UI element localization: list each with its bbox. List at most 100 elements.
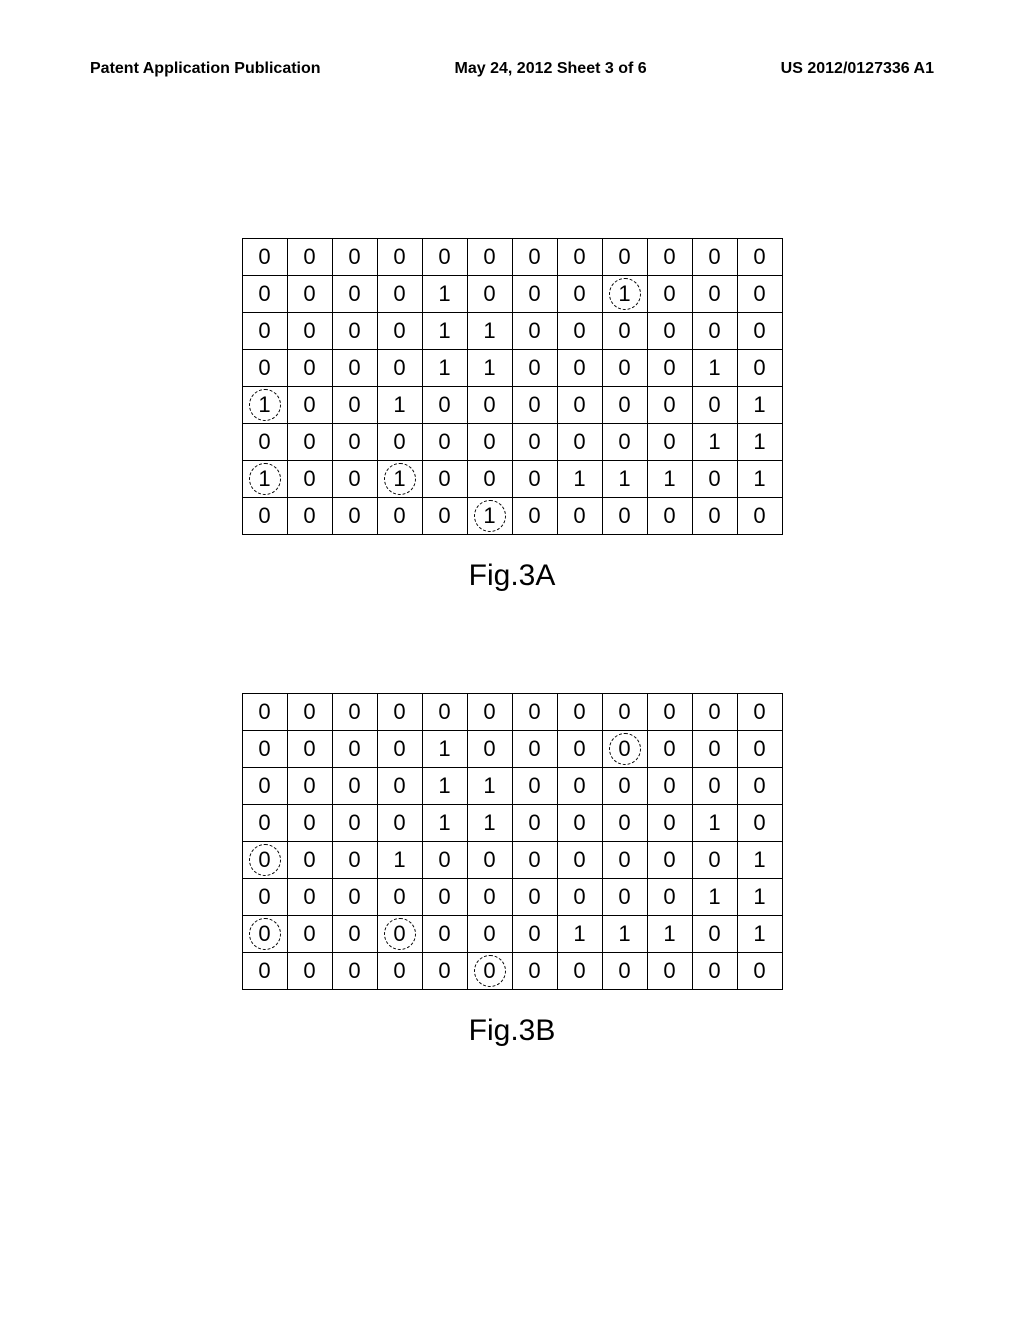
- cell-value: 1: [744, 844, 776, 876]
- cell-value: 0: [384, 278, 416, 310]
- grid-cell: 0: [377, 313, 422, 350]
- cell-value: 0: [294, 463, 326, 495]
- cell-value: 0: [609, 955, 641, 987]
- cell-value: 0: [339, 770, 371, 802]
- grid-cell: 0: [377, 731, 422, 768]
- grid-cell: 0: [287, 731, 332, 768]
- grid-cell: 0: [467, 461, 512, 498]
- cell-value: 1: [474, 315, 506, 347]
- cell-value: 0: [249, 955, 281, 987]
- cell-value: 0: [699, 955, 731, 987]
- grid-cell: 1: [692, 350, 737, 387]
- cell-value: 0: [294, 500, 326, 532]
- grid-cell: 0: [512, 424, 557, 461]
- grid-cell: 0: [242, 879, 287, 916]
- grid-cell: 0: [422, 916, 467, 953]
- grid-cell: 0: [512, 350, 557, 387]
- grid-cell: 1: [647, 461, 692, 498]
- grid-cell: 1: [467, 805, 512, 842]
- cell-value: 0: [339, 426, 371, 458]
- grid-cell: 0: [512, 805, 557, 842]
- grid-cell: 0: [647, 694, 692, 731]
- grid-cell: 0: [422, 498, 467, 535]
- cell-value: 0: [519, 426, 551, 458]
- cell-value: 0: [654, 315, 686, 347]
- grid-cell: 0: [512, 953, 557, 990]
- cell-value: 0: [339, 807, 371, 839]
- grid-cell: 0: [467, 916, 512, 953]
- cell-value: 0: [249, 500, 281, 532]
- grid-3b: 0000000000000000100000000000110000000000…: [242, 693, 783, 990]
- cell-value: 0: [699, 770, 731, 802]
- grid-cell: 0: [377, 424, 422, 461]
- cell-value: 1: [744, 881, 776, 913]
- cell-value: 0: [564, 733, 596, 765]
- cell-value: 0: [654, 696, 686, 728]
- grid-cell: 0: [422, 842, 467, 879]
- cell-value: 0: [699, 696, 731, 728]
- grid-cell: 1: [737, 461, 782, 498]
- cell-value: 1: [744, 426, 776, 458]
- grid-cell: 0: [692, 694, 737, 731]
- cell-value: 1: [429, 770, 461, 802]
- grid-cell: 0: [422, 461, 467, 498]
- table-row: 000011000010: [242, 805, 782, 842]
- cell-value: 1: [744, 918, 776, 950]
- cell-value: 0: [474, 278, 506, 310]
- grid-cell: 0: [332, 424, 377, 461]
- cell-value: 0: [249, 881, 281, 913]
- grid-cell: 0: [512, 768, 557, 805]
- cell-value: 0: [564, 278, 596, 310]
- grid-cell: 0: [287, 768, 332, 805]
- grid-cell: 0: [422, 953, 467, 990]
- circled-value: 0: [249, 918, 281, 950]
- grid-cell: 0: [737, 239, 782, 276]
- grid-cell: 0: [512, 461, 557, 498]
- cell-value: 0: [654, 389, 686, 421]
- cell-value: 1: [384, 389, 416, 421]
- grid-cell: 0: [557, 694, 602, 731]
- page: Patent Application Publication May 24, 2…: [0, 0, 1024, 1320]
- cell-value: 1: [699, 352, 731, 384]
- cell-value: 0: [699, 918, 731, 950]
- circled-value: 0: [249, 844, 281, 876]
- cell-value: 0: [339, 278, 371, 310]
- circled-value: 0: [384, 918, 416, 950]
- grid-cell: 0: [242, 694, 287, 731]
- grid-cell: 0: [647, 424, 692, 461]
- grid-cell: 0: [692, 768, 737, 805]
- cell-value: 0: [609, 770, 641, 802]
- grid-cell: 0: [287, 424, 332, 461]
- cell-value: 0: [564, 770, 596, 802]
- grid-cell: 0: [332, 276, 377, 313]
- cell-value: 0: [339, 955, 371, 987]
- cell-value: 0: [744, 733, 776, 765]
- cell-value: 0: [564, 696, 596, 728]
- cell-value: 0: [654, 352, 686, 384]
- grid-cell: 0: [332, 842, 377, 879]
- grid-cell: 0: [737, 350, 782, 387]
- cell-value: 0: [519, 241, 551, 273]
- cell-value: 1: [699, 881, 731, 913]
- table-row: 000100000001: [242, 842, 782, 879]
- cell-value: 0: [474, 918, 506, 950]
- grid-cell: 0: [512, 498, 557, 535]
- figure-3a: 0000000000000000100010000000110000000000…: [90, 238, 934, 593]
- cell-value: 0: [294, 389, 326, 421]
- grid-cell: 0: [512, 916, 557, 953]
- grid-cell: 0: [602, 498, 647, 535]
- cell-value: 0: [519, 352, 551, 384]
- cell-value: 0: [699, 844, 731, 876]
- cell-value: 0: [294, 807, 326, 839]
- grid-cell: 0: [467, 239, 512, 276]
- cell-value: 1: [429, 278, 461, 310]
- grid-cell: 0: [377, 768, 422, 805]
- cell-value: 0: [249, 278, 281, 310]
- grid-cell: 1: [377, 387, 422, 424]
- table-row: 000011000010: [242, 350, 782, 387]
- cell-value: 1: [699, 807, 731, 839]
- grid-cell: 0: [692, 461, 737, 498]
- grid-cell: 0: [557, 350, 602, 387]
- cell-value: 0: [339, 500, 371, 532]
- cell-value: 0: [384, 881, 416, 913]
